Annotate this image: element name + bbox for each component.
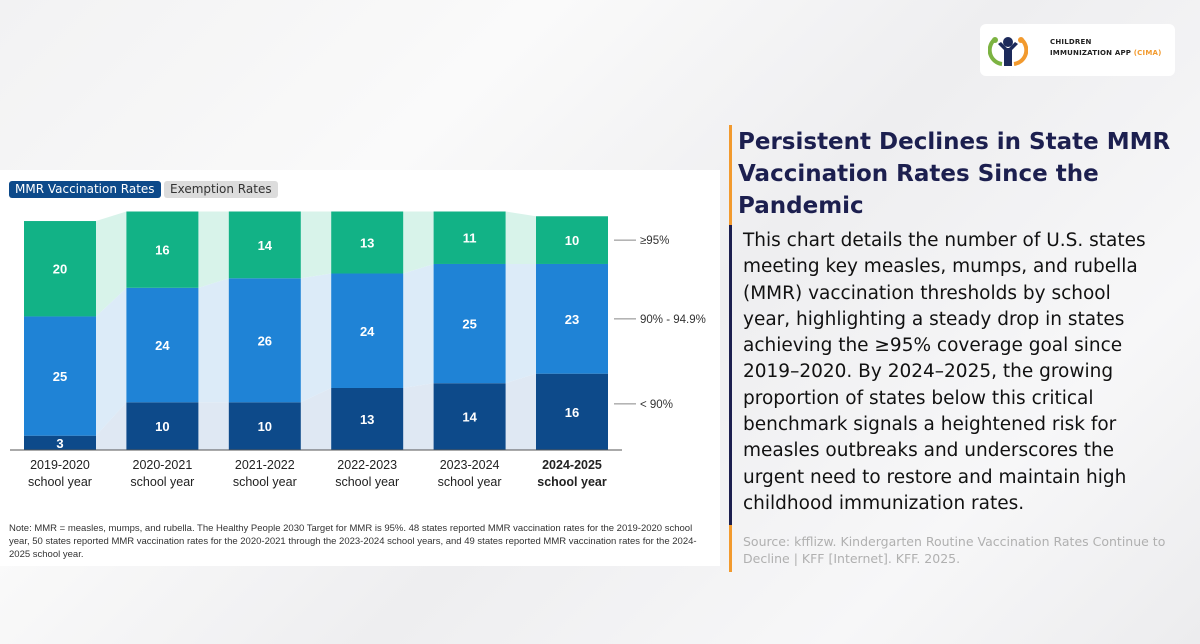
connector-band	[300, 211, 332, 279]
connector-band	[300, 387, 332, 450]
connector-band	[505, 211, 536, 264]
connector-band	[198, 278, 229, 403]
bar-segment	[24, 435, 96, 450]
data-label: 14	[258, 238, 273, 253]
legend-label: ≥95%	[640, 235, 669, 247]
data-label: 24	[360, 324, 375, 339]
data-label: 16	[565, 405, 579, 420]
x-tick-label: school year	[537, 475, 607, 489]
x-tick-label: 2021-2022	[235, 458, 295, 472]
bar-segment	[331, 387, 404, 450]
data-label: 23	[565, 312, 579, 327]
data-label: 13	[360, 236, 374, 251]
bar-segment	[126, 287, 199, 403]
x-tick-label: school year	[28, 475, 92, 489]
connector-band	[96, 287, 127, 436]
stacked-bar-chart: 3 25 20 2019-2020 school year 10 24 16 2020-2021…	[10, 211, 706, 489]
logo-icon	[988, 37, 1028, 66]
connector-band	[300, 273, 332, 403]
x-tick-label: school year	[233, 475, 297, 489]
x-tick-label: 2024-2025	[542, 458, 602, 472]
legend-label: < 90%	[640, 399, 673, 411]
data-label: 10	[258, 419, 272, 434]
logo-text: CHILDREN IMMUNIZATION APP (CIMA)	[1050, 37, 1162, 59]
bar-segment	[331, 211, 404, 274]
data-label: 10	[565, 233, 579, 248]
bar-segment	[228, 402, 301, 450]
source-citation: Source: kfflizw. Kindergarten Routine Va…	[743, 534, 1166, 566]
x-tick-label: school year	[438, 475, 502, 489]
connector-band	[505, 373, 536, 450]
connector-band	[403, 211, 434, 274]
tab-mmr-vaccination-rates[interactable]: MMR Vaccination Rates	[9, 181, 161, 198]
data-label: 10	[155, 419, 169, 434]
bar-segment	[536, 216, 608, 264]
connector-band	[96, 402, 127, 450]
accent-line-middle	[729, 225, 732, 525]
bar-segment	[536, 373, 608, 450]
bar-segment	[433, 263, 506, 384]
logo-accent: (CIMA)	[1133, 49, 1162, 57]
connector-band	[403, 383, 434, 450]
data-label: 20	[53, 262, 67, 277]
bar-segment	[228, 211, 301, 279]
bar-segment	[126, 211, 199, 288]
logo-line1: CHILDREN	[1050, 38, 1092, 46]
connector-band	[403, 263, 434, 388]
data-label: 26	[258, 333, 272, 348]
bar-segment	[24, 221, 96, 317]
x-tick-label: 2023-2024	[440, 458, 500, 472]
logo-box	[980, 24, 1175, 76]
bar-segment	[24, 316, 96, 436]
legend-label: 90% - 94.9%	[640, 314, 706, 326]
data-label: 11	[463, 231, 477, 246]
x-tick-label: 2020-2021	[133, 458, 193, 472]
x-tick-label: school year	[130, 475, 194, 489]
bar-segment	[536, 263, 608, 374]
data-label: 24	[155, 338, 170, 353]
data-label: 13	[360, 412, 374, 427]
description: This chart details the number of U.S. st…	[743, 230, 1146, 514]
connector-band	[198, 402, 229, 450]
x-tick-label: 2022-2023	[337, 458, 397, 472]
bar-segment	[228, 278, 301, 403]
connector-band	[505, 263, 536, 384]
data-label: 14	[462, 410, 477, 425]
bar-segment	[331, 273, 404, 388]
tab-exemption-rates[interactable]: Exemption Rates	[164, 181, 278, 198]
data-label: 25	[53, 369, 67, 384]
logo-line2: IMMUNIZATION APP	[1050, 49, 1132, 57]
connector-band	[198, 211, 229, 288]
x-tick-label: 2019-2020	[30, 458, 90, 472]
bar-segment	[433, 211, 506, 264]
x-tick-label: school year	[335, 475, 399, 489]
data-label: 16	[155, 243, 169, 258]
bar-segment	[433, 383, 506, 450]
accent-line-bottom	[729, 525, 732, 572]
bar-segment	[126, 402, 199, 450]
data-label: 3	[56, 436, 63, 451]
page-title: Persistent Declines in State MMR Vaccina…	[738, 129, 1171, 219]
data-label: 25	[462, 317, 476, 332]
chart-note: Note: MMR = measles, mumps, and rubella.…	[9, 523, 697, 560]
accent-line-top	[729, 125, 732, 225]
connector-band	[96, 211, 127, 317]
